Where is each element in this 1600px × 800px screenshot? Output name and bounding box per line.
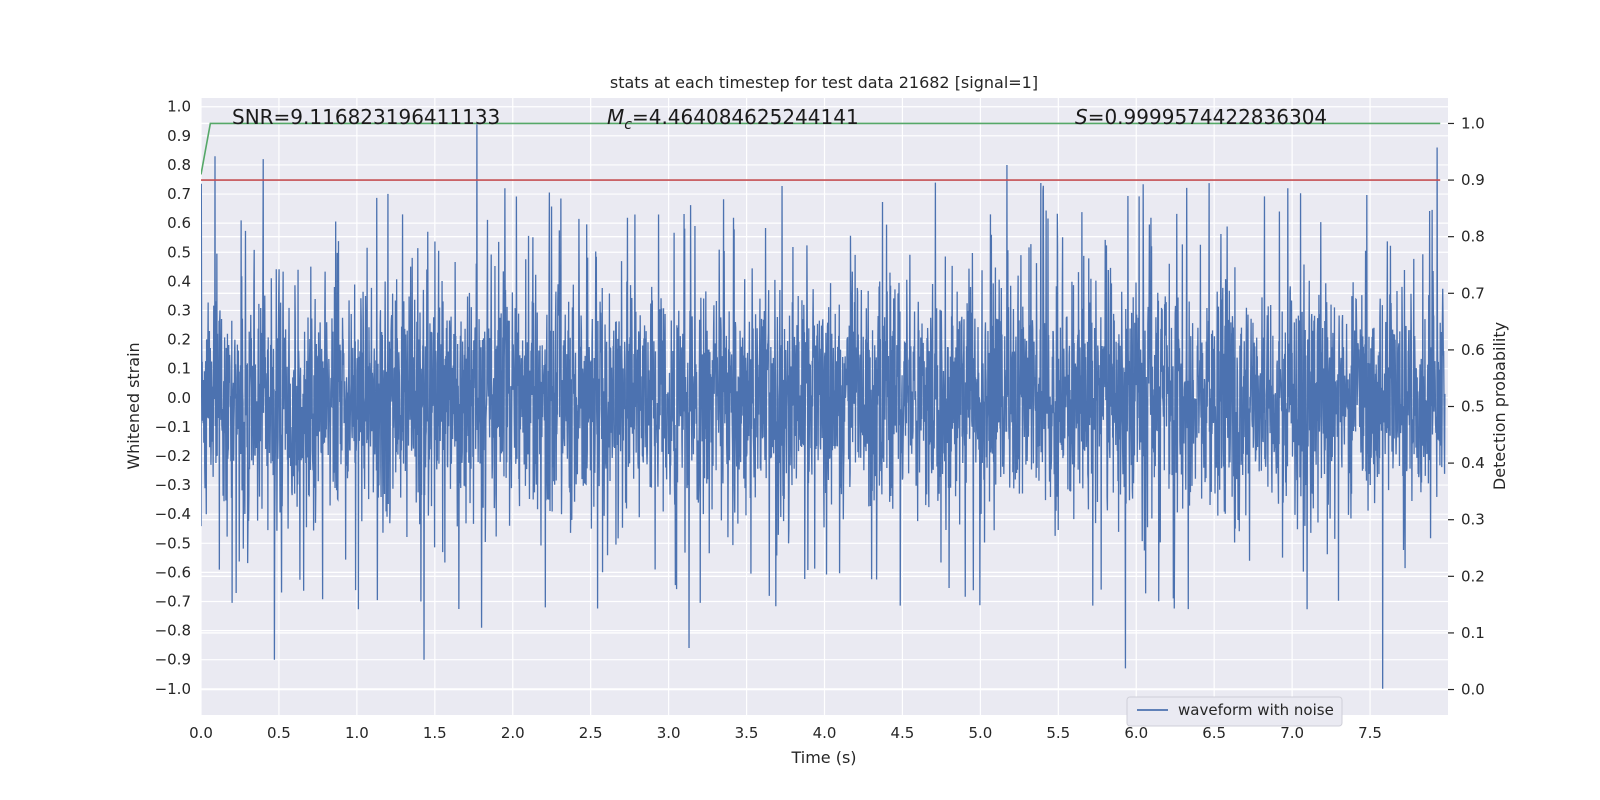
significance-annotation: S=0.9999574422836304 — [1075, 105, 1327, 129]
x-tick-label: 6.5 — [1202, 724, 1226, 742]
legend-box — [1126, 696, 1343, 727]
y-tick-label: −0.3 — [155, 476, 191, 494]
y-tick-label: −0.1 — [155, 418, 191, 436]
y-tick-label: 0.5 — [167, 243, 191, 261]
y2-tick-label: 0.1 — [1461, 624, 1485, 642]
x-tick-label: 5.0 — [968, 724, 992, 742]
y2-tick-label: 0.5 — [1461, 398, 1485, 416]
y-tick-label: 0.8 — [167, 156, 191, 174]
y-axis-label: Whitened strain — [124, 342, 143, 469]
y2-tick-label: 0.0 — [1461, 681, 1485, 699]
y2-tick-label: 0.4 — [1461, 454, 1485, 472]
detection-probability-line — [201, 122, 1441, 175]
x-tick-label: 1.0 — [345, 724, 369, 742]
y-tick-label: 0.2 — [167, 331, 191, 349]
y-tick-label: −0.8 — [155, 622, 191, 640]
x-tick-label: 3.5 — [735, 724, 759, 742]
y-tick-label: −0.6 — [155, 563, 191, 581]
x-tick-label: 6.0 — [1124, 724, 1148, 742]
y-tick-label: −0.2 — [155, 447, 191, 465]
y2-tick-label: 1.0 — [1461, 114, 1485, 132]
legend-entry: waveform with noise — [1178, 701, 1334, 719]
x-tick-label: 3.0 — [657, 724, 681, 742]
y-tick-label: 0.1 — [167, 360, 191, 378]
y-tick-label: 0.3 — [167, 301, 191, 319]
y-tick-label: 0.4 — [167, 272, 191, 290]
y2-tick-labels: 1.0 0.9 0.8 0.7 0.6 0.5 0.4 0.3 0.2 0.1 0.0 — [1448, 114, 1485, 699]
y2-tick-label: 0.6 — [1461, 341, 1485, 359]
x-tick-label: 1.5 — [423, 724, 447, 742]
x-tick-label: 2.5 — [579, 724, 603, 742]
x-axis-label: Time (s) — [790, 748, 856, 767]
y-tick-label: 0.6 — [167, 214, 191, 232]
y-tick-label: −1.0 — [155, 680, 191, 698]
y2-tick-label: 0.9 — [1461, 171, 1485, 189]
y-tick-label: −0.5 — [155, 534, 191, 552]
y-tick-label: −0.9 — [155, 651, 191, 669]
y2-tick-label: 0.3 — [1461, 511, 1485, 529]
x-tick-label: 4.5 — [891, 724, 915, 742]
chart-title: stats at each timestep for test data 216… — [610, 73, 1038, 92]
y-tick-label: 0.7 — [167, 185, 191, 203]
waveform-with-noise-line — [201, 124, 1446, 689]
x-tick-label: 7.0 — [1280, 724, 1304, 742]
x-tick-label: 7.5 — [1358, 724, 1382, 742]
snr-annotation: SNR=9.116823196411133 — [232, 105, 500, 129]
y-tick-label: −0.4 — [155, 505, 191, 523]
x-tick-label: 5.5 — [1046, 724, 1070, 742]
chirp-mass-annotation: Mc=4.464084625244141 — [607, 105, 859, 133]
y-tick-labels: 1.0 0.9 0.8 0.7 0.6 0.5 0.4 0.3 0.2 0.1 0.0 −0.1 −0.… — [155, 98, 191, 698]
y-tick-label: 1.0 — [167, 98, 191, 116]
x-tick-label: 0.0 — [189, 724, 213, 742]
x-tick-labels: 0.0 0.5 1.0 1.5 2.0 2.5 3.0 3.5 4.0 4.5 5.0 5.5 6.0 6… — [189, 724, 1382, 742]
y-tick-label: 0.9 — [167, 127, 191, 145]
x-tick-label: 4.0 — [813, 724, 837, 742]
y2-tick-label: 0.2 — [1461, 567, 1485, 585]
y-tick-label: 0.0 — [167, 389, 191, 407]
x-tick-label: 0.5 — [267, 724, 291, 742]
y-tick-label: −0.7 — [155, 592, 191, 610]
legend: waveform with noise — [1126, 696, 1343, 727]
y2-tick-label: 0.7 — [1461, 284, 1485, 302]
x-tick-label: 2.0 — [501, 724, 525, 742]
y2-tick-label: 0.8 — [1461, 228, 1485, 246]
y2-axis-label: Detection probability — [1490, 322, 1509, 490]
